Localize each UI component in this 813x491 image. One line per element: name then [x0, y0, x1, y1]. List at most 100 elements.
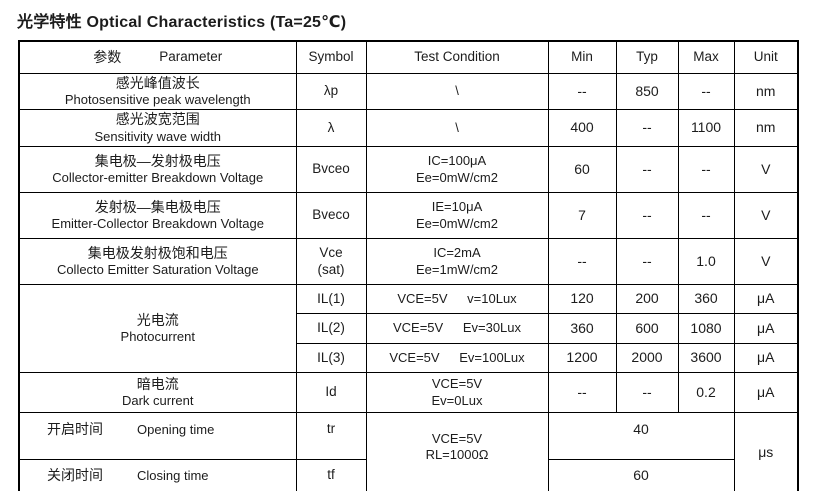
symbol-cell: Id [295, 372, 367, 413]
parameter-cell: 关闭时间 Closing time [18, 459, 297, 491]
condition-segment: VCE=5V [389, 349, 440, 365]
table-row: 关闭时间 Closing time tf 60 [18, 459, 798, 491]
unit-cell: V [733, 192, 799, 239]
max-cell: 1080 [677, 313, 735, 344]
condition-line: Ee=1mW/cm2 [416, 261, 498, 277]
parameter-cn: 发射极—集电极电压 [94, 198, 221, 215]
typ-cell: 850 [615, 72, 679, 111]
condition-cell: IE=10μA Ee=0mW/cm2 [365, 192, 549, 239]
datasheet-page: 光学特性 Optical Characteristics (Ta=25℃) 参数… [0, 8, 813, 491]
symbol-cell: Bveco [295, 192, 367, 239]
min-cell: 7 [547, 192, 617, 239]
condition-cell: VCE=5V Ev=30Lux [365, 313, 549, 344]
parameter-cn: 关闭时间 [47, 467, 103, 483]
parameter-cell: 开启时间 Opening time [18, 412, 297, 460]
unit-cell: μA [733, 372, 799, 413]
parameter-cell: 感光峰值波长 Photosensitive peak wavelength [18, 72, 297, 111]
unit-cell: μA [733, 343, 799, 373]
condition-cell: \ [365, 109, 549, 147]
unit-cell: V [733, 238, 799, 285]
symbol-cell: tr [295, 412, 367, 460]
condition-line: VCE=5V [431, 430, 483, 446]
condition-cell: IC=2mA Ee=1mW/cm2 [365, 238, 549, 285]
condition-segment: v=10Lux [467, 290, 517, 306]
parameter-cn: 暗电流 [136, 375, 179, 392]
parameter-cell: 光电流 Photocurrent [18, 284, 297, 373]
condition-line: RL=1000Ω [425, 446, 489, 462]
col-header-parameter-en: Parameter [159, 48, 223, 64]
parameter-cell: 集电极发射极饱和电压 Collecto Emitter Saturation V… [18, 238, 297, 285]
min-cell: -- [547, 372, 617, 413]
unit-cell: μs [733, 412, 799, 491]
unit-cell: μA [733, 313, 799, 344]
typ-cell: 200 [615, 284, 679, 314]
table-row: 开启时间 Opening time tr VCE=5V RL=1000Ω 40 μ… [18, 412, 799, 491]
symbol-cell: IL(2) [295, 313, 367, 344]
typ-cell: -- [615, 192, 679, 239]
symbol-cell: IL(3) [295, 343, 367, 373]
max-cell: -- [677, 146, 735, 193]
parameter-cell: 感光波宽范围 Sensitivity wave width [18, 109, 297, 147]
parameter-en: Closing time [137, 468, 209, 483]
typ-cell: -- [615, 372, 679, 413]
parameter-cn: 集电极发射极饱和电压 [87, 244, 228, 261]
table-row: 暗电流 Dark current Id VCE=5V Ev=0Lux -- --… [18, 372, 799, 413]
parameter-cn: 感光峰值波长 [115, 74, 200, 91]
condition-line: IC=2mA [433, 245, 481, 261]
typ-cell: 600 [615, 313, 679, 344]
parameter-en: Collecto Emitter Saturation Voltage [56, 262, 259, 278]
col-header-min: Min [547, 40, 617, 74]
condition-segment: VCE=5V [392, 320, 444, 336]
table-row: 感光峰值波长 Photosensitive peak wavelength λp… [18, 72, 799, 111]
symbol-cell: IL(1) [295, 284, 367, 314]
table-row: 集电极—发射极电压 Collector-emitter Breakdown Vo… [18, 146, 799, 193]
parameter-en: Dark current [121, 393, 194, 409]
page-title: 光学特性 Optical Characteristics (Ta=25℃) [17, 14, 347, 31]
col-header-symbol: Symbol [295, 40, 367, 74]
col-header-unit: Unit [733, 40, 799, 74]
parameter-cn: 感光波宽范围 [115, 111, 200, 128]
parameter-en: Collector-emitter Breakdown Voltage [52, 170, 264, 186]
col-header-test-condition: Test Condition [365, 40, 549, 74]
col-header-parameter: 参数 Parameter [18, 40, 297, 74]
col-header-parameter-cn: 参数 [93, 48, 122, 65]
condition-line: VCE=5V [431, 376, 483, 392]
condition-segment: Ev=30Lux [462, 320, 522, 336]
table-row: 发射极—集电极电压 Emitter-Collector Breakdown Vo… [18, 192, 799, 239]
condition-segment: Ev=100Lux [459, 349, 525, 365]
table-row: IL(2) VCE=5V Ev=30Lux 360 600 1080 μA [19, 313, 799, 344]
min-cell: -- [547, 72, 617, 111]
unit-cell: nm [733, 72, 799, 111]
parameter-cn: 集电极—发射极电压 [94, 152, 221, 169]
col-header-typ: Typ [615, 40, 679, 74]
col-header-max: Max [677, 40, 735, 74]
condition-line: IE=10μA [431, 199, 483, 215]
max-cell: 1.0 [677, 238, 735, 285]
table-row: 集电极发射极饱和电压 Collecto Emitter Saturation V… [18, 238, 799, 285]
min-cell: -- [547, 238, 617, 285]
table-row: 感光波宽范围 Sensitivity wave width λ \ 400 --… [18, 109, 799, 147]
parameter-cn: 开启时间 [47, 421, 103, 437]
parameter-cell: 暗电流 Dark current [18, 372, 297, 413]
max-cell: 360 [677, 284, 735, 314]
symbol-cell: λp [295, 72, 367, 111]
min-cell: 400 [547, 109, 617, 147]
min-cell: 60 [547, 146, 617, 193]
parameter-en: Emitter-Collector Breakdown Voltage [51, 216, 264, 232]
max-cell: -- [677, 72, 735, 111]
symbol-line: Vce [319, 244, 343, 260]
condition-cell: VCE=5V RL=1000Ω [365, 412, 549, 491]
parameter-en: Photocurrent [120, 329, 195, 345]
parameter-cell: 集电极—发射极电压 Collector-emitter Breakdown Vo… [18, 146, 297, 193]
symbol-cell: λ [295, 109, 367, 147]
parameter-cn: 光电流 [136, 311, 179, 328]
parameter-en: Opening time [137, 422, 215, 437]
parameter-en: Sensitivity wave width [94, 128, 221, 144]
symbol-cell: tf [295, 459, 367, 491]
condition-line: Ev=0Lux [431, 392, 483, 408]
parameter-en: Photosensitive peak wavelength [64, 92, 251, 107]
typ-cell: -- [615, 146, 679, 193]
min-cell: 360 [547, 313, 617, 344]
parameter-cell: 发射极—集电极电压 Emitter-Collector Breakdown Vo… [18, 192, 297, 239]
min-cell: 1200 [547, 343, 617, 373]
